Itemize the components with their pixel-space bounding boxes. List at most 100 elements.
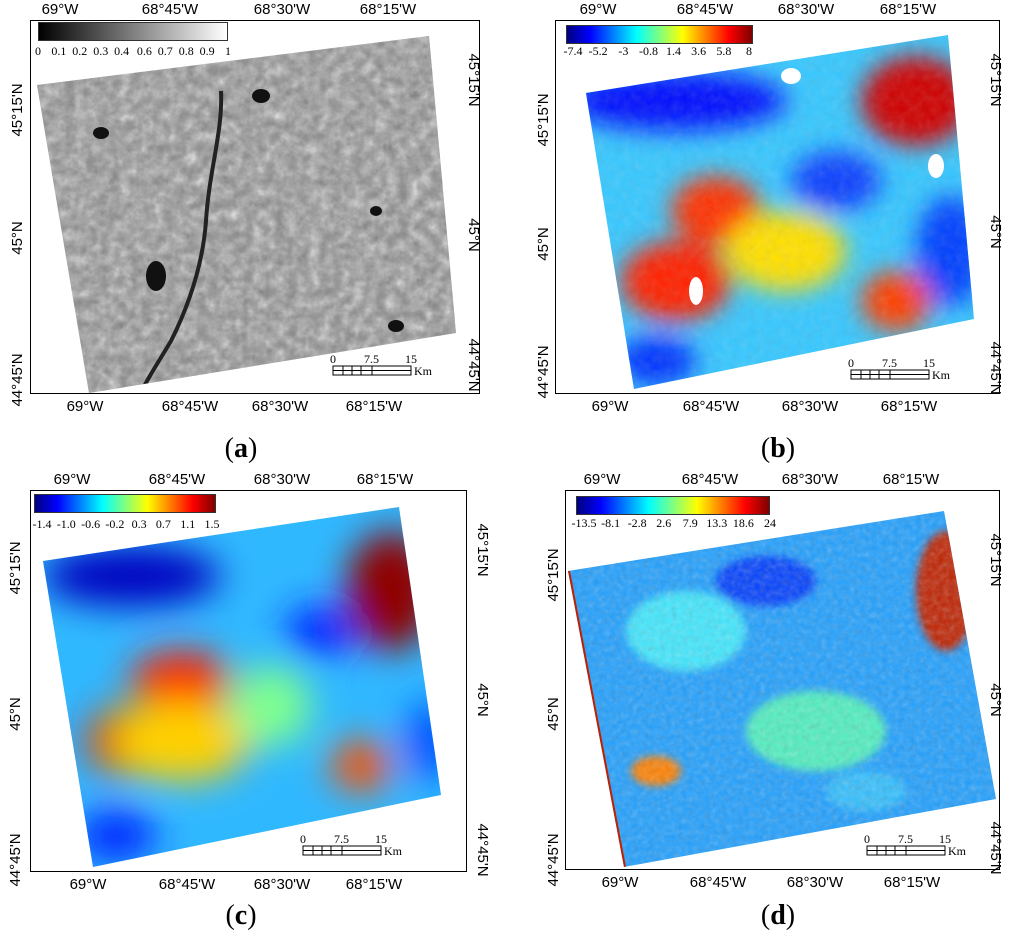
bottom-tick-a: 68°30'W [251, 398, 309, 415]
colorbar-label: 5.8 [716, 44, 732, 58]
colorbar-label: -1.0 [56, 517, 76, 531]
top-tick-a: 68°30'W [253, 1, 311, 18]
colorbar-label: 0.3 [93, 44, 109, 58]
left-tick-b: 44°45'N [535, 345, 552, 399]
left-tick-c: 45°N [7, 697, 24, 731]
colorbar-label: 0.7 [157, 44, 173, 58]
right-tick-b: 44°45'N [987, 341, 1004, 395]
scale-label: 15 [923, 356, 935, 370]
right-tick-a: 44°45'N [465, 338, 482, 392]
caption-a: (a) [224, 433, 258, 464]
top-tick-a: 68°45'W [141, 1, 199, 18]
colorbar-label: 7.9 [682, 516, 698, 530]
colorbar-label: -3 [618, 44, 629, 58]
map-image-a [37, 36, 456, 393]
colorbar-label: 18.6 [732, 516, 754, 530]
bottom-tick-a: 68°15'W [345, 398, 403, 415]
left-tick-d: 44°45'N [545, 833, 562, 887]
colorbar-b [566, 25, 753, 44]
top-tick-b: 69°W [579, 1, 617, 18]
colorbar-label: 2.6 [656, 516, 672, 530]
colorbar-label: 0.8 [178, 44, 194, 58]
bottom-tick-d: 68°30'W [786, 874, 844, 891]
right-tick-b: 45°15'N [987, 53, 1004, 107]
map-image-d [568, 511, 996, 867]
left-tick-a: 45°N [9, 221, 26, 255]
left-tick-d: 45°N [545, 697, 562, 731]
right-tick-c: 44°45'N [474, 823, 491, 877]
top-tick-c: 68°30'W [253, 471, 311, 488]
colorbar-label: 24 [764, 516, 776, 530]
bottom-tick-b: 69°W [591, 398, 629, 415]
scale-bar-b: 0 7.5 15 Km [848, 356, 960, 390]
scale-label: 0 [864, 832, 870, 846]
colorbar-label: 0.9 [199, 44, 215, 58]
colorbar-label: -7.4 [563, 44, 583, 58]
colorbar-label: 0.2 [72, 44, 88, 58]
scale-unit: Km [384, 844, 402, 858]
top-tick-a: 69°W [41, 1, 79, 18]
bottom-tick-b: 68°45'W [682, 398, 740, 415]
bottom-tick-b: 68°30'W [781, 398, 839, 415]
scale-label: 0 [330, 352, 336, 366]
caption-b: (b) [760, 433, 796, 464]
scale-unit: Km [948, 844, 966, 858]
colorbar-label: -8.1 [601, 516, 621, 530]
colorbar-label: -1.4 [32, 517, 52, 531]
bottom-tick-a: 68°45'W [161, 398, 219, 415]
bottom-tick-c: 68°30'W [253, 876, 311, 893]
colorbar-c [34, 494, 216, 513]
map-image-c [43, 507, 441, 867]
right-tick-b: 45°N [987, 215, 1004, 249]
colorbar-label: 0.3 [131, 517, 147, 531]
colorbar-label: 3.6 [691, 44, 707, 58]
colorbar-label: 1 [225, 44, 231, 58]
bottom-tick-a: 69°W [66, 398, 104, 415]
colorbar-label: 0.4 [114, 44, 130, 58]
colorbar-label: 1.5 [204, 517, 220, 531]
right-tick-c: 45°N [474, 683, 491, 717]
colorbar-a [38, 22, 228, 41]
colorbar-label: -0.2 [105, 517, 125, 531]
top-tick-d: 68°15'W [882, 471, 940, 488]
colorbar-label: 1.1 [180, 517, 196, 531]
colorbar-label: -0.6 [81, 517, 101, 531]
colorbar-label: 0 [35, 44, 41, 58]
scale-bar-a: 0 7.5 15 Km [330, 352, 442, 386]
scale-label: 15 [939, 832, 951, 846]
top-tick-b: 68°45'W [676, 1, 734, 18]
colorbar-label: 0.1 [51, 44, 67, 58]
right-tick-d: 45°N [987, 683, 1004, 717]
bottom-tick-c: 68°15'W [345, 876, 403, 893]
scale-bar-d: 0 7.5 15 Km [864, 832, 976, 866]
left-tick-a: 45°15'N [9, 83, 26, 137]
top-tick-c: 68°45'W [148, 471, 206, 488]
left-tick-c: 44°45'N [7, 833, 24, 887]
colorbar-label: 0.6 [136, 44, 152, 58]
scale-label: 7.5 [334, 832, 349, 846]
top-tick-d: 68°30'W [781, 471, 839, 488]
top-tick-d: 69°W [583, 471, 621, 488]
map-image-b [586, 35, 974, 389]
left-tick-d: 45°15'N [545, 548, 562, 602]
right-tick-a: 45°15'N [465, 53, 482, 107]
map-frame-c [30, 490, 467, 872]
scale-label: 7.5 [364, 352, 379, 366]
bottom-tick-c: 68°45'W [158, 876, 216, 893]
map-frame-a [30, 20, 480, 394]
top-tick-b: 68°15'W [879, 1, 937, 18]
top-tick-b: 68°30'W [777, 1, 835, 18]
bottom-tick-d: 68°45'W [689, 874, 747, 891]
caption-c: (c) [225, 900, 257, 931]
left-tick-c: 45°15'N [7, 541, 24, 595]
right-tick-c: 45°15'N [474, 523, 491, 577]
scale-label: 0 [300, 832, 306, 846]
scale-label: 0 [848, 356, 854, 370]
bottom-tick-d: 68°15'W [883, 874, 941, 891]
left-tick-b: 45°N [535, 227, 552, 261]
top-tick-c: 69°W [53, 471, 91, 488]
bottom-tick-c: 69°W [69, 876, 107, 893]
left-tick-b: 45°15'N [535, 93, 552, 147]
colorbar-label: 13.3 [706, 516, 728, 530]
colorbar-d [576, 496, 770, 515]
